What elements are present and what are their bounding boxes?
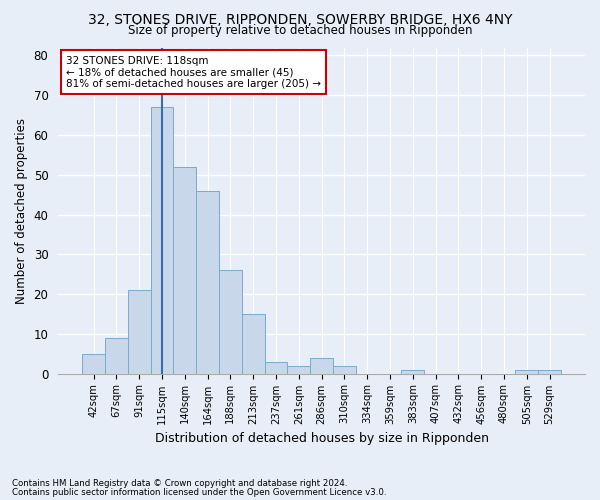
Bar: [151, 107, 173, 374]
Bar: [196, 190, 219, 374]
Y-axis label: Number of detached properties: Number of detached properties: [15, 118, 28, 304]
Bar: [310, 358, 333, 374]
Bar: [265, 362, 287, 374]
Bar: [287, 366, 310, 374]
Bar: [401, 370, 424, 374]
Bar: [173, 167, 196, 374]
Bar: [333, 366, 356, 374]
Bar: [219, 270, 242, 374]
Bar: [105, 338, 128, 374]
Text: Contains public sector information licensed under the Open Government Licence v3: Contains public sector information licen…: [12, 488, 386, 497]
X-axis label: Distribution of detached houses by size in Ripponden: Distribution of detached houses by size …: [155, 432, 488, 445]
Text: Size of property relative to detached houses in Ripponden: Size of property relative to detached ho…: [128, 24, 472, 37]
Bar: [128, 290, 151, 374]
Bar: [242, 314, 265, 374]
Bar: [515, 370, 538, 374]
Text: 32, STONES DRIVE, RIPPONDEN, SOWERBY BRIDGE, HX6 4NY: 32, STONES DRIVE, RIPPONDEN, SOWERBY BRI…: [88, 12, 512, 26]
Bar: [82, 354, 105, 374]
Text: 32 STONES DRIVE: 118sqm
← 18% of detached houses are smaller (45)
81% of semi-de: 32 STONES DRIVE: 118sqm ← 18% of detache…: [66, 56, 321, 89]
Text: Contains HM Land Registry data © Crown copyright and database right 2024.: Contains HM Land Registry data © Crown c…: [12, 478, 347, 488]
Bar: [538, 370, 561, 374]
